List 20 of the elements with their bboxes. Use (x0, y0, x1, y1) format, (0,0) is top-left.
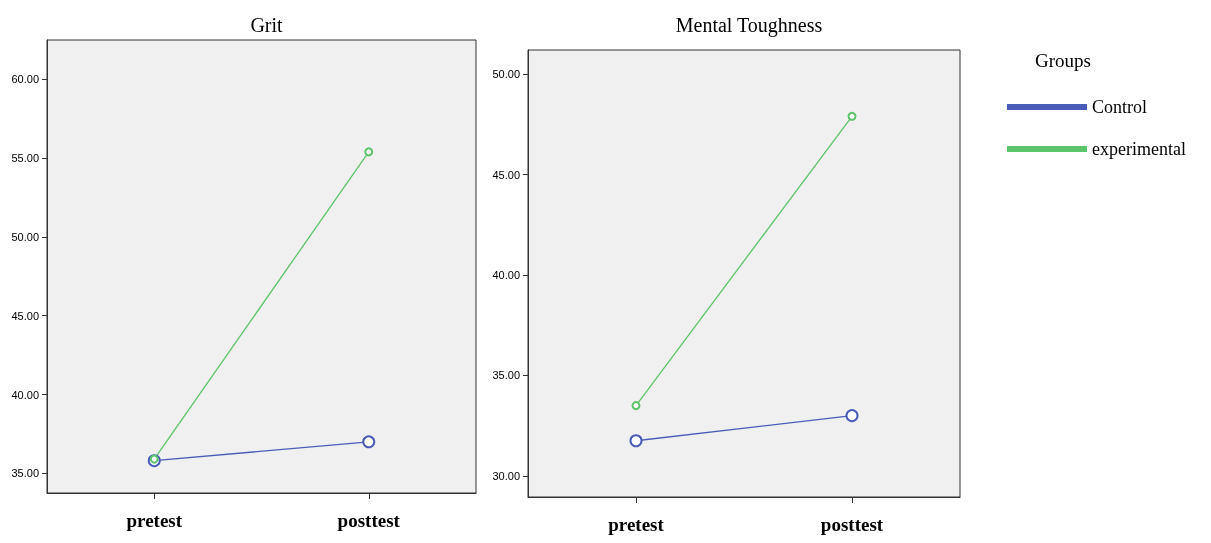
y-tick-label: 40.00 (11, 388, 39, 401)
x-tick-label: pretest (126, 510, 183, 531)
y-tick-label: 30.00 (492, 469, 520, 482)
y-tick-label: 45.00 (11, 309, 39, 322)
legend-label: experimental (1092, 139, 1186, 159)
y-tick-label: 50.00 (11, 230, 39, 243)
y-tick-label: 60.00 (11, 73, 39, 86)
y-tick-label: 55.00 (11, 152, 39, 165)
y-tick-label: 45.00 (492, 168, 520, 181)
x-tick-label: pretest (608, 514, 665, 535)
y-tick-label: 35.00 (492, 369, 520, 382)
y-tick-label: 50.00 (492, 68, 520, 81)
x-tick-label: posttest (337, 510, 401, 531)
legend-label: Control (1092, 97, 1148, 117)
chart-title: Grit (250, 14, 284, 36)
legend-title: Groups (1035, 50, 1091, 71)
y-tick-label: 35.00 (11, 467, 39, 480)
x-tick-label: posttest (820, 514, 884, 535)
y-tick-label: 40.00 (492, 269, 520, 282)
chart-title: Mental Toughness (675, 14, 823, 37)
